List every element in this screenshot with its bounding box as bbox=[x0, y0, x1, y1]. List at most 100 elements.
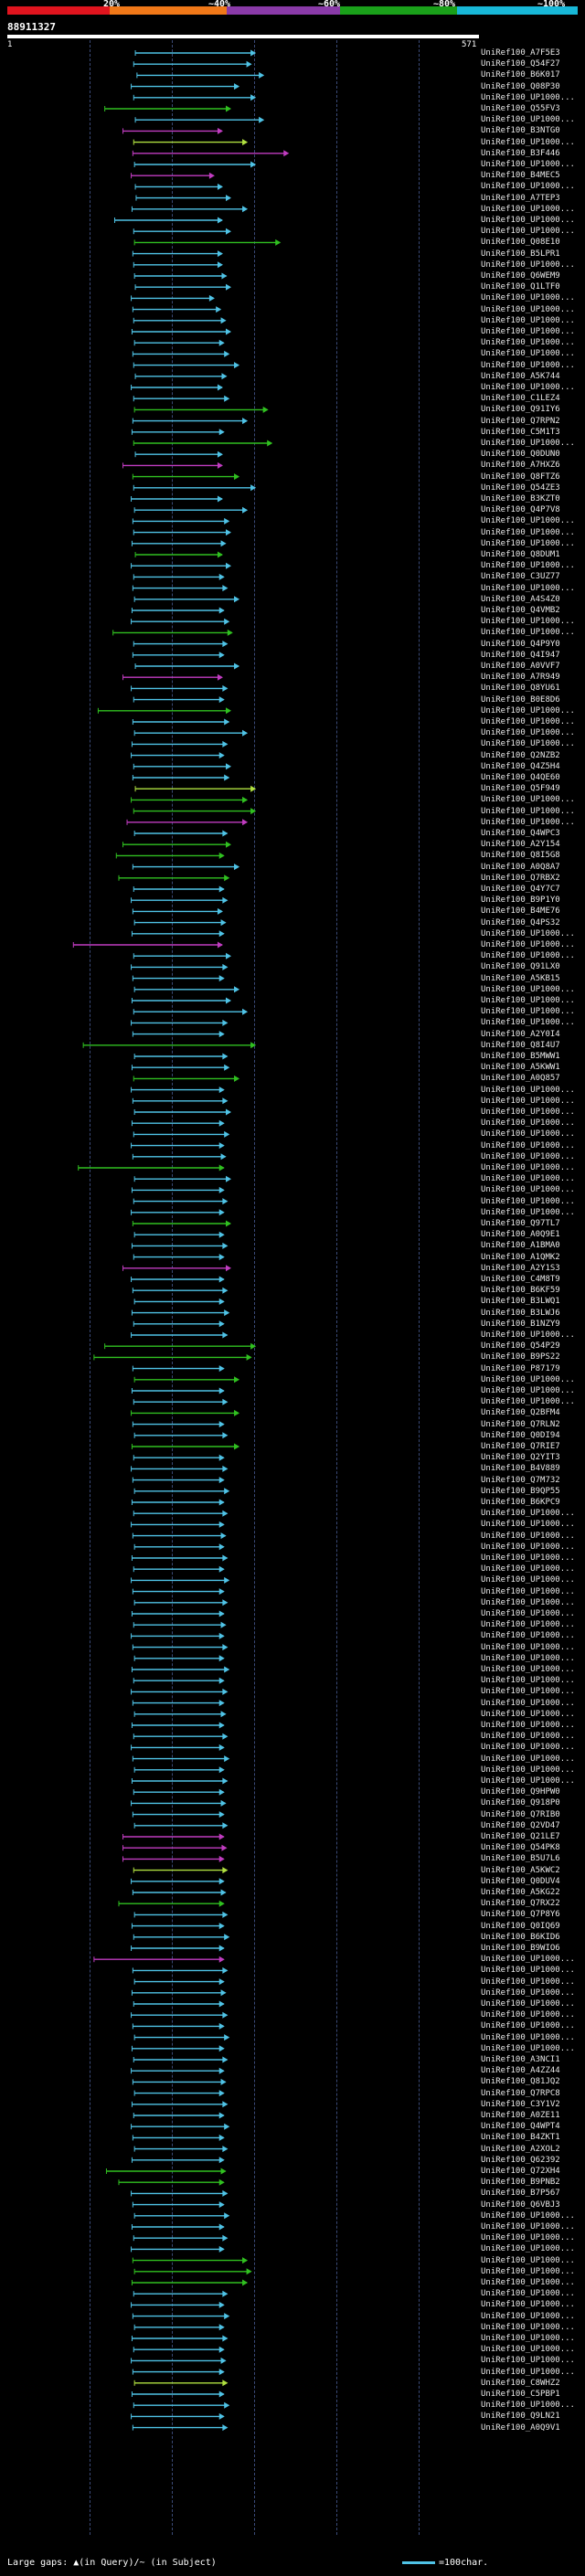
hit-label[interactable]: UniRef100_UP1000... bbox=[481, 1185, 575, 1195]
hit-row[interactable]: UniRef100_Q7RLN2 bbox=[0, 1420, 585, 1430]
hit-label[interactable]: UniRef100_UP1000... bbox=[481, 1653, 575, 1663]
hit-label[interactable]: UniRef100_Q21LE7 bbox=[481, 1832, 560, 1841]
hit-label[interactable]: UniRef100_Q2BFM4 bbox=[481, 1408, 560, 1418]
hit-row[interactable]: UniRef100_B3NTG0 bbox=[0, 126, 585, 136]
hit-row[interactable]: UniRef100_UP1000... bbox=[0, 1620, 585, 1630]
hit-label[interactable]: UniRef100_Q8DUM1 bbox=[481, 550, 560, 559]
hit-row[interactable]: UniRef100_UP1000... bbox=[0, 739, 585, 749]
hit-label[interactable]: UniRef100_A5KG22 bbox=[481, 1888, 560, 1897]
hit-row[interactable]: UniRef100_UP1000... bbox=[0, 2222, 585, 2232]
hit-row[interactable]: UniRef100_Q91IY6 bbox=[0, 405, 585, 415]
hit-row[interactable]: UniRef100_UP1000... bbox=[0, 2211, 585, 2221]
hit-label[interactable]: UniRef100_UP1000... bbox=[481, 1018, 575, 1028]
hit-row[interactable]: UniRef100_UP1000... bbox=[0, 1097, 585, 1107]
hit-label[interactable]: UniRef100_Q7RIB0 bbox=[481, 1809, 560, 1819]
hit-label[interactable]: UniRef100_A0Q9V1 bbox=[481, 2422, 560, 2433]
hit-row[interactable]: UniRef100_B3LWQ1 bbox=[0, 1297, 585, 1307]
hit-row[interactable]: UniRef100_UP1000... bbox=[0, 1955, 585, 1965]
hit-label[interactable]: UniRef100_A1QMK2 bbox=[481, 1252, 560, 1262]
hit-row[interactable]: UniRef100_UP1000... bbox=[0, 1988, 585, 1998]
hit-row[interactable]: UniRef100_A7TEP3 bbox=[0, 194, 585, 204]
hit-row[interactable]: UniRef100_UP1000... bbox=[0, 996, 585, 1006]
hit-row[interactable]: UniRef100_UP1000... bbox=[0, 1509, 585, 1519]
hit-label[interactable]: UniRef100_B3KZT0 bbox=[481, 494, 560, 504]
hit-row[interactable]: UniRef100_B1NZY9 bbox=[0, 1320, 585, 1330]
hit-row[interactable]: UniRef100_Q4PS32 bbox=[0, 918, 585, 928]
hit-row[interactable]: UniRef100_B3F446 bbox=[0, 149, 585, 159]
hit-label[interactable]: UniRef100_Q4P7V8 bbox=[481, 505, 560, 515]
hit-row[interactable]: UniRef100_UP1000... bbox=[0, 316, 585, 326]
hit-row[interactable]: UniRef100_UP1000... bbox=[0, 439, 585, 449]
hit-label[interactable]: UniRef100_A2Y154 bbox=[481, 840, 560, 850]
hit-label[interactable]: UniRef100_C4M8T9 bbox=[481, 1275, 560, 1284]
hit-row[interactable]: UniRef100_UP1000... bbox=[0, 383, 585, 393]
hit-label[interactable]: UniRef100_UP1000... bbox=[481, 1776, 575, 1786]
hit-label[interactable]: UniRef100_Q8I5G8 bbox=[481, 851, 560, 861]
hit-label[interactable]: UniRef100_B5LPR1 bbox=[481, 249, 560, 259]
hit-row[interactable]: UniRef100_UP1000... bbox=[0, 2312, 585, 2322]
hit-row[interactable]: UniRef100_B3KZT0 bbox=[0, 494, 585, 504]
hit-row[interactable]: UniRef100_UP1000... bbox=[0, 2044, 585, 2054]
hit-row[interactable]: UniRef100_UP1000... bbox=[0, 1163, 585, 1173]
hit-row[interactable]: UniRef100_UP1000... bbox=[0, 985, 585, 995]
hit-label[interactable]: UniRef100_Q54PK8 bbox=[481, 1843, 560, 1853]
hit-label[interactable]: UniRef100_UP1000... bbox=[481, 1687, 575, 1697]
hit-row[interactable]: UniRef100_UP1000... bbox=[0, 717, 585, 727]
hit-row[interactable]: UniRef100_B5U7L6 bbox=[0, 1854, 585, 1864]
hit-label[interactable]: UniRef100_Q0DUV4 bbox=[481, 1876, 560, 1886]
hit-row[interactable]: UniRef100_Q7M732 bbox=[0, 1476, 585, 1486]
hit-label[interactable]: UniRef100_UP1000... bbox=[481, 2356, 575, 2366]
hit-row[interactable]: UniRef100_B4ZKT1 bbox=[0, 2133, 585, 2143]
hit-row[interactable]: UniRef100_Q2YIT3 bbox=[0, 1453, 585, 1463]
hit-label[interactable]: UniRef100_UP1000... bbox=[481, 2021, 575, 2031]
hit-label[interactable]: UniRef100_UP1000... bbox=[481, 2032, 575, 2042]
hit-row[interactable]: UniRef100_Q5F949 bbox=[0, 784, 585, 794]
hit-row[interactable]: UniRef100_UP1000... bbox=[0, 1386, 585, 1396]
hit-row[interactable]: UniRef100_B0E8D6 bbox=[0, 695, 585, 705]
hit-label[interactable]: UniRef100_Q08E10 bbox=[481, 238, 560, 248]
hit-row[interactable]: UniRef100_UP1000... bbox=[0, 1208, 585, 1218]
hit-label[interactable]: UniRef100_A5KWC2 bbox=[481, 1865, 560, 1875]
hit-label[interactable]: UniRef100_UP1000... bbox=[481, 2222, 575, 2231]
hit-label[interactable]: UniRef100_UP1000... bbox=[481, 360, 575, 370]
hit-row[interactable]: UniRef100_UP1000... bbox=[0, 93, 585, 103]
hit-row[interactable]: UniRef100_UP1000... bbox=[0, 516, 585, 526]
hit-label[interactable]: UniRef100_Q72XH4 bbox=[481, 2167, 560, 2176]
hit-row[interactable]: UniRef100_Q4Y7C7 bbox=[0, 885, 585, 895]
hit-row[interactable]: UniRef100_Q21LE7 bbox=[0, 1832, 585, 1842]
hit-label[interactable]: UniRef100_Q2VD47 bbox=[481, 1820, 560, 1830]
hit-label[interactable]: UniRef100_UP1000... bbox=[481, 984, 575, 994]
hit-label[interactable]: UniRef100_UP1000... bbox=[481, 728, 575, 738]
hit-row[interactable]: UniRef100_UP1000... bbox=[0, 1520, 585, 1530]
hit-label[interactable]: UniRef100_A7TEP3 bbox=[481, 193, 560, 203]
hit-row[interactable]: UniRef100_B4V889 bbox=[0, 1464, 585, 1474]
hit-label[interactable]: UniRef100_Q08P30 bbox=[481, 81, 560, 91]
hit-row[interactable]: UniRef100_C1LEZ4 bbox=[0, 394, 585, 404]
hit-row[interactable]: UniRef100_UP1000... bbox=[0, 160, 585, 170]
hit-label[interactable]: UniRef100_UP1000... bbox=[481, 2367, 575, 2377]
hit-label[interactable]: UniRef100_Q4WPC3 bbox=[481, 829, 560, 838]
hit-row[interactable]: UniRef100_A0VVF7 bbox=[0, 662, 585, 672]
hit-label[interactable]: UniRef100_Q8YU61 bbox=[481, 684, 560, 694]
hit-row[interactable]: UniRef100_Q54P29 bbox=[0, 1341, 585, 1352]
hit-label[interactable]: UniRef100_UP1000... bbox=[481, 1732, 575, 1742]
hit-label[interactable]: UniRef100_B9PNB2 bbox=[481, 2178, 560, 2188]
hit-row[interactable]: UniRef100_Q4QE60 bbox=[0, 773, 585, 783]
hit-label[interactable]: UniRef100_UP1000... bbox=[481, 1743, 575, 1753]
hit-row[interactable]: UniRef100_UP1000... bbox=[0, 1564, 585, 1574]
hit-label[interactable]: UniRef100_B6K017 bbox=[481, 70, 560, 80]
hit-label[interactable]: UniRef100_B5U7L6 bbox=[481, 1854, 560, 1864]
hit-label[interactable]: UniRef100_B9WIO6 bbox=[481, 1944, 560, 1953]
hit-label[interactable]: UniRef100_UP1000... bbox=[481, 1531, 575, 1541]
hit-label[interactable]: UniRef100_A0VVF7 bbox=[481, 662, 560, 671]
hit-row[interactable]: UniRef100_UP1000... bbox=[0, 1330, 585, 1341]
hit-row[interactable]: UniRef100_B5MWW1 bbox=[0, 1052, 585, 1062]
hit-label[interactable]: UniRef100_UP1000... bbox=[481, 996, 575, 1005]
hit-row[interactable]: UniRef100_UP1000... bbox=[0, 115, 585, 125]
hit-row[interactable]: UniRef100_UP1000... bbox=[0, 327, 585, 337]
hit-label[interactable]: UniRef100_UP1000... bbox=[481, 928, 575, 938]
hit-label[interactable]: UniRef100_UP1000... bbox=[481, 1386, 575, 1395]
hit-row[interactable]: UniRef100_A2Y0I4 bbox=[0, 1030, 585, 1040]
hit-label[interactable]: UniRef100_UP1000... bbox=[481, 92, 575, 102]
hit-label[interactable]: UniRef100_UP1000... bbox=[481, 1196, 575, 1206]
